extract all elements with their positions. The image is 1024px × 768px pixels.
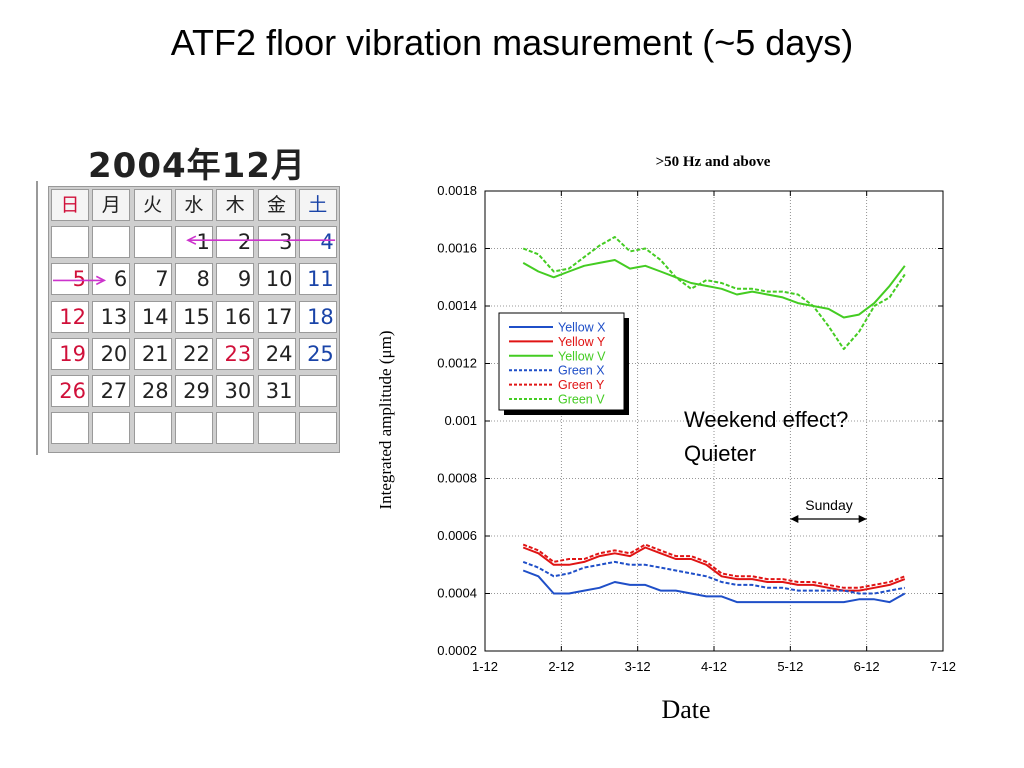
y-tick-label: 0.0012 (437, 356, 477, 371)
annotation-quieter: Quieter (684, 441, 756, 466)
legend-label: Green V (558, 393, 605, 407)
legend-label: Yellow V (558, 349, 606, 363)
x-tick-label: 5-12 (777, 659, 803, 674)
calendar-day: 27 (92, 375, 131, 407)
calendar-day: 9 (216, 263, 255, 296)
y-tick-label: 0.0014 (437, 298, 477, 313)
calendar-empty-cell (92, 412, 131, 445)
calendar-day: 30 (216, 375, 255, 407)
calendar-day: 13 (92, 300, 131, 333)
calendar-day: 7 (133, 263, 172, 296)
calendar-day: 11 (298, 263, 337, 296)
series-line-green-y (522, 543, 906, 589)
series-line-yellow-x (522, 569, 906, 604)
x-tick-label: 3-12 (625, 659, 651, 674)
slide-title: ATF2 floor vibration masurement (~5 days… (170, 22, 854, 63)
calendar-weekday: 木 (216, 189, 255, 221)
calendar-empty-cell (51, 412, 89, 445)
x-tick-label: 1-12 (472, 659, 498, 674)
calendar-empty-cell (133, 226, 172, 259)
series-line-yellow-v (522, 259, 906, 319)
y-axis-label: Integrated amplitude (μm) (376, 330, 395, 509)
legend-label: Green Y (558, 378, 605, 392)
calendar-day: 1 (174, 226, 213, 259)
calendar-empty-cell (51, 226, 89, 259)
calendar-day: 18 (298, 300, 337, 333)
sunday-range-arrow (790, 515, 867, 523)
calendar-day: 19 (51, 337, 89, 370)
y-tick-label: 0.0008 (437, 471, 477, 486)
calendar-day: 5 (51, 263, 89, 296)
calendar-day: 3 (257, 226, 296, 259)
tick-labels: 1-12 2-12 3-12 4-12 5-12 6-12 7-12 0.0002 0.0004… (437, 183, 956, 674)
calendar-day: 4 (298, 226, 337, 259)
calendar-weekday: 土 (298, 189, 337, 221)
calendar-day: 6 (92, 263, 131, 296)
y-tick-label: 0.001 (444, 413, 477, 428)
legend-label: Yellow X (558, 321, 606, 335)
calendar-day: 20 (92, 337, 131, 370)
calendar-day: 17 (257, 300, 296, 333)
legend-box (498, 312, 625, 411)
calendar-arrow-week2-head (95, 275, 107, 286)
y-tick-label: 0.0006 (437, 528, 477, 543)
legend-label: Yellow Y (558, 335, 606, 349)
calendar-day: 8 (174, 263, 213, 296)
calendar-weekday: 金 (257, 189, 296, 221)
annotation-weekend: Weekend effect? (684, 407, 848, 432)
x-axis-label: Date (661, 695, 710, 724)
calendar-day: 16 (216, 300, 255, 333)
y-tick-label: 0.0002 (437, 643, 477, 658)
calendar-weekday: 火 (133, 189, 172, 221)
series-lines (522, 236, 906, 604)
calendar-day: 29 (174, 375, 213, 407)
calendar-empty-cell (298, 375, 337, 407)
calendar-weekday: 月 (92, 189, 131, 221)
calendar-day: 26 (51, 375, 89, 407)
calendar-day: 28 (133, 375, 172, 407)
calendar-empty-cell (216, 412, 255, 445)
calendar-title: 2004年12月 (88, 146, 306, 186)
calendar-empty-cell (174, 412, 213, 445)
calendar-day: 2 (216, 226, 255, 259)
sunday-label: Sunday (805, 497, 852, 513)
sunday-arrow-left-head (790, 515, 799, 523)
series-line-green-v (522, 236, 906, 351)
sunday-arrow-right-head (858, 515, 867, 523)
legend-label: Green X (558, 364, 605, 378)
calendar-day: 21 (133, 337, 172, 370)
calendar-day: 24 (257, 337, 296, 370)
y-tick-label: 0.0016 (437, 241, 477, 256)
calendar-day: 12 (51, 300, 89, 333)
grid (484, 190, 944, 652)
calendar-day: 25 (298, 337, 337, 370)
x-tick-label: 7-12 (930, 659, 956, 674)
calendar-day: 22 (174, 337, 213, 370)
x-tick-label: 6-12 (854, 659, 880, 674)
calendar-arrow-week1-head (186, 235, 197, 245)
calendar-day: 14 (133, 300, 172, 333)
y-tick-label: 0.0004 (437, 586, 477, 601)
calendar-empty-cell (92, 226, 131, 259)
calendar-day: 23 (216, 337, 255, 370)
calendar-grid: 日月火水木金土 1 2 3 4 5 6 7 8 9 10 11 12 13 14 15 16 17 18 19 20 21… (48, 186, 340, 453)
chart-title: >50 Hz and above (656, 154, 771, 170)
calendar-day: 15 (174, 300, 213, 333)
x-tick-label: 4-12 (701, 659, 727, 674)
y-tick-label: 0.0018 (437, 183, 477, 198)
calendar-day: 10 (257, 263, 296, 296)
calendar-empty-cell (133, 412, 172, 445)
calendar-empty-cell (298, 412, 337, 445)
calendar-weekday: 日 (51, 189, 89, 221)
calendar-empty-cell (257, 412, 296, 445)
series-line-green-x (522, 560, 905, 595)
x-tick-label: 2-12 (548, 659, 574, 674)
calendar-weekday: 水 (174, 189, 213, 221)
calendar-day: 31 (257, 375, 296, 407)
